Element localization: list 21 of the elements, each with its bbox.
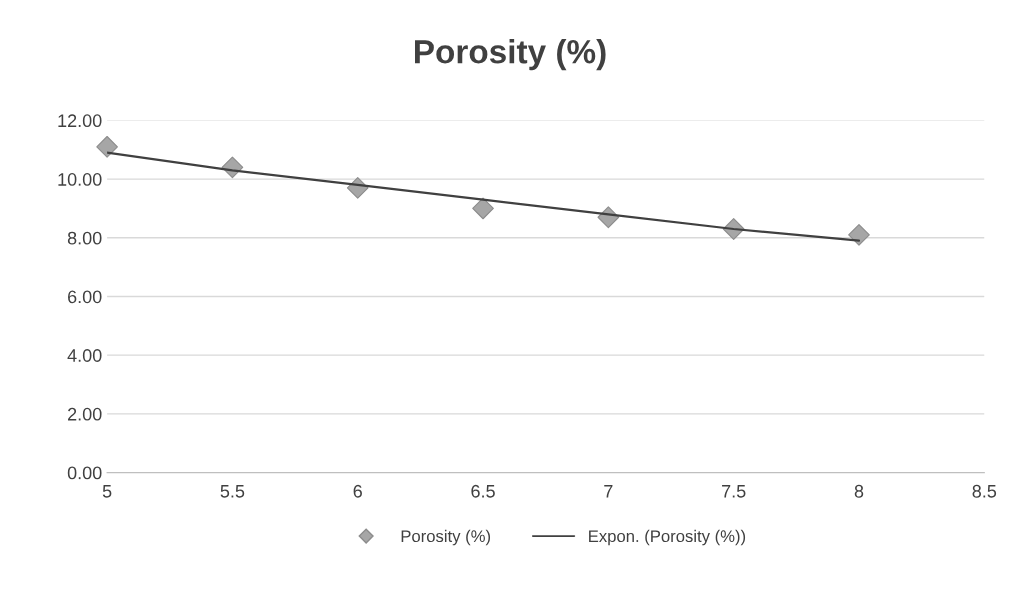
y-tick-label: 4.00 xyxy=(67,349,102,362)
x-tick-label: 7.5 xyxy=(722,485,746,498)
x-tick-label: 8.5 xyxy=(972,484,997,498)
y-tick-label: 0.00 xyxy=(67,466,102,480)
point xyxy=(96,135,118,158)
x-tick-label: 8 xyxy=(854,484,864,498)
x-tick-label: 7 xyxy=(604,485,613,498)
x-tick-label: 6.5 xyxy=(471,484,495,498)
y-tick-label: 10.00 xyxy=(58,173,102,186)
x-tick-label: 6 xyxy=(353,484,362,498)
legend-label: Porosity (%) xyxy=(401,529,491,546)
chart-title: Porosity (%) xyxy=(415,39,606,71)
y-tick-label: 2.00 xyxy=(68,407,102,421)
legend-label: Expon. (Porosity (%)) xyxy=(589,529,746,546)
x-tick-label: 5 xyxy=(102,485,112,498)
x-tick-label: 5.5 xyxy=(220,485,245,498)
point xyxy=(472,197,494,220)
y-tick-label: 8.00 xyxy=(67,231,102,245)
point xyxy=(848,224,870,246)
y-tick-label: 12.00 xyxy=(58,114,102,128)
y-tick-label: 6.00 xyxy=(68,290,102,304)
